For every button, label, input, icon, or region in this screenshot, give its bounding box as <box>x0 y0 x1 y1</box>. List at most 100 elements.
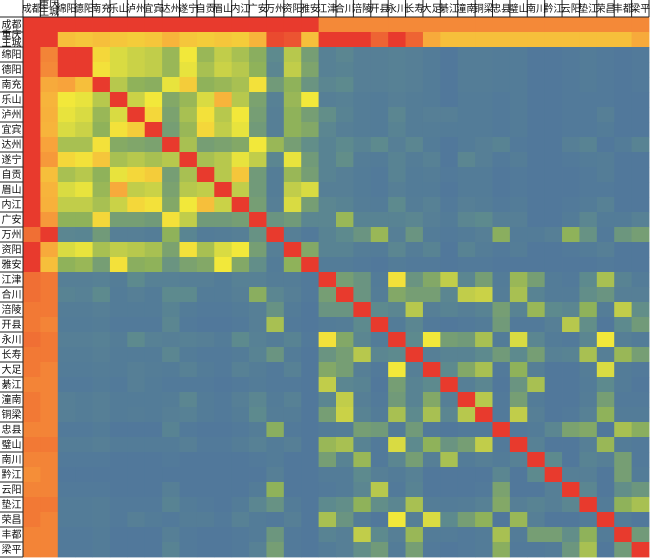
heatmap-cell-13-4 <box>92 212 111 228</box>
heatmap-cell-35-3 <box>75 542 93 558</box>
heatmap-cell-6-25 <box>457 107 476 123</box>
heatmap-cell-2-32 <box>579 47 598 63</box>
heatmap-cell-21-25 <box>457 332 476 348</box>
heatmap-cell-10-32 <box>579 167 598 183</box>
heatmap-cell-13-2 <box>57 212 76 228</box>
heatmap-cell-16-12 <box>231 257 250 273</box>
heatmap-cell-6-13 <box>249 107 267 123</box>
heatmap-cell-8-1 <box>40 137 59 153</box>
heatmap-cell-7-3 <box>75 122 93 138</box>
heatmap-cell-14-1 <box>40 227 59 243</box>
heatmap-cell-9-0 <box>23 152 41 168</box>
heatmap-cell-3-34 <box>614 62 633 78</box>
heatmap-cell-6-19 <box>353 107 372 123</box>
heatmap-cell-10-6 <box>127 167 146 183</box>
heatmap-cell-3-17 <box>318 62 337 78</box>
heatmap-cell-7-15 <box>283 122 302 138</box>
heatmap-cell-28-14 <box>266 437 285 453</box>
heatmap-cell-26-17 <box>318 407 337 423</box>
heatmap-cell-30-5 <box>109 467 128 483</box>
heatmap-cell-10-2 <box>57 167 76 183</box>
heatmap-cell-33-35 <box>631 512 650 528</box>
heatmap-cell-24-1 <box>40 377 59 393</box>
heatmap-cell-7-32 <box>579 122 598 138</box>
heatmap-cell-5-21 <box>388 92 406 108</box>
y-tick-label-32: 垫江 <box>2 498 22 511</box>
heatmap-cell-16-8 <box>162 257 180 273</box>
heatmap-cell-33-30 <box>544 512 563 528</box>
heatmap-cell-10-4 <box>92 167 111 183</box>
heatmap-cell-8-29 <box>527 137 546 153</box>
heatmap-cell-17-0 <box>23 272 41 288</box>
heatmap-cell-25-26 <box>475 392 493 408</box>
heatmap-cell-21-17 <box>318 332 337 348</box>
heatmap-cell-27-7 <box>144 422 163 438</box>
heatmap-cell-35-1 <box>40 542 59 558</box>
heatmap-cell-12-24 <box>440 197 459 213</box>
heatmap-cell-0-22 <box>405 17 424 33</box>
heatmap-cell-26-13 <box>249 407 267 423</box>
heatmap-cell-17-11 <box>214 272 233 288</box>
heatmap-cell-1-15 <box>283 32 302 48</box>
heatmap-cell-4-1 <box>40 77 59 93</box>
heatmap-cell-21-18 <box>336 332 354 348</box>
heatmap-cell-28-25 <box>457 437 476 453</box>
heatmap-cell-18-35 <box>631 287 650 303</box>
heatmap-cell-20-22 <box>405 317 424 333</box>
heatmap-cell-19-5 <box>109 302 128 318</box>
heatmap-cell-28-28 <box>509 437 528 453</box>
heatmap-cell-3-31 <box>562 62 580 78</box>
heatmap-cell-5-2 <box>57 92 76 108</box>
heatmap-cell-10-11 <box>214 167 233 183</box>
heatmap-cell-4-11 <box>214 77 233 93</box>
x-tick-label-9: 遂宁 <box>178 2 198 15</box>
heatmap-cell-29-32 <box>579 452 598 468</box>
heatmap-cell-27-33 <box>596 422 615 438</box>
heatmap-cell-34-8 <box>162 527 180 543</box>
heatmap-cell-27-26 <box>475 422 493 438</box>
heatmap-cell-16-18 <box>336 257 354 273</box>
heatmap-cell-21-8 <box>162 332 180 348</box>
heatmap-cell-5-23 <box>422 92 441 108</box>
heatmap-cell-20-11 <box>214 317 233 333</box>
heatmap-cell-5-20 <box>370 92 389 108</box>
heatmap-cell-29-33 <box>596 452 615 468</box>
heatmap-cell-16-29 <box>527 257 546 273</box>
heatmap-cell-1-26 <box>475 32 493 48</box>
heatmap-cell-22-3 <box>75 347 93 363</box>
heatmap-cell-13-13 <box>249 212 267 228</box>
heatmap-cell-3-3 <box>75 62 93 78</box>
y-tick-label-3: 德阳 <box>2 63 22 76</box>
heatmap-cell-14-14 <box>266 227 285 243</box>
heatmap-cell-33-3 <box>75 512 93 528</box>
heatmap-cell-17-5 <box>109 272 128 288</box>
heatmap-cell-31-9 <box>179 482 198 498</box>
heatmap-cell-32-18 <box>336 497 354 513</box>
heatmap-cell-26-11 <box>214 407 233 423</box>
heatmap-cell-19-31 <box>562 302 580 318</box>
x-tick-label-23: 大足 <box>422 2 442 15</box>
heatmap-cell-7-6 <box>127 122 146 138</box>
heatmap-cell-29-30 <box>544 452 563 468</box>
heatmap-cell-29-10 <box>196 452 215 468</box>
heatmap-cell-24-14 <box>266 377 285 393</box>
heatmap-cell-20-23 <box>422 317 441 333</box>
heatmap-cell-33-18 <box>336 512 354 528</box>
heatmap-cell-31-0 <box>23 482 41 498</box>
heatmap-cell-12-16 <box>301 197 320 213</box>
heatmap-cell-24-29 <box>527 377 546 393</box>
heatmap-cell-13-33 <box>596 212 615 228</box>
heatmap-cell-12-29 <box>527 197 546 213</box>
heatmap-cell-6-26 <box>475 107 493 123</box>
heatmap-cell-18-34 <box>614 287 633 303</box>
heatmap-cell-11-22 <box>405 182 424 198</box>
heatmap-cell-13-32 <box>579 212 598 228</box>
heatmap-cell-32-3 <box>75 497 93 513</box>
heatmap-cell-12-20 <box>370 197 389 213</box>
heatmap-cell-9-25 <box>457 152 476 168</box>
heatmap-cell-4-12 <box>231 77 250 93</box>
heatmap-cell-4-9 <box>179 77 198 93</box>
heatmap-cell-17-33 <box>596 272 615 288</box>
heatmap-cell-14-24 <box>440 227 459 243</box>
heatmap-cell-30-13 <box>249 467 267 483</box>
